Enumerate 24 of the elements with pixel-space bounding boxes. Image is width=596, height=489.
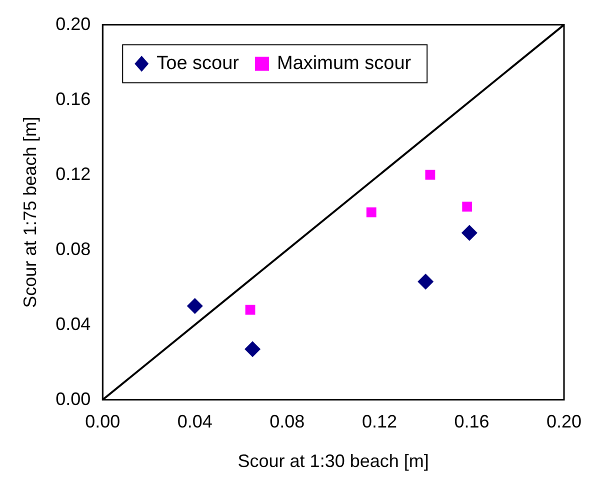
y-tick-label: 0.20 (56, 14, 91, 34)
x-tick-label: 0.12 (362, 412, 397, 432)
legend-label: Toe scour (156, 53, 240, 74)
x-tick-label: 0.00 (85, 412, 120, 432)
y-tick-label: 0.00 (56, 388, 91, 409)
point (425, 170, 436, 180)
point (244, 341, 261, 358)
legend-label: Maximum scour (277, 53, 412, 74)
x-tick-label: 0.04 (177, 412, 212, 432)
point (461, 224, 478, 241)
x-axis-title: Scour at 1:30 beach [m] (238, 451, 429, 472)
point (418, 274, 434, 290)
point (245, 304, 256, 315)
point (366, 207, 376, 218)
y-axis-title: Scour at 1:75 beach [m] (20, 116, 40, 308)
y-tick-label: 0.12 (56, 164, 91, 184)
y-tick-label: 0.04 (56, 314, 91, 334)
x-tick-label: 0.16 (454, 412, 490, 432)
x-tick-label: 0.20 (546, 412, 582, 432)
y-tick-label: 0.16 (56, 88, 91, 109)
point (462, 202, 472, 212)
x-tick-label: 0.08 (270, 412, 305, 432)
point (186, 298, 203, 314)
y-tick-label: 0.08 (56, 238, 91, 259)
